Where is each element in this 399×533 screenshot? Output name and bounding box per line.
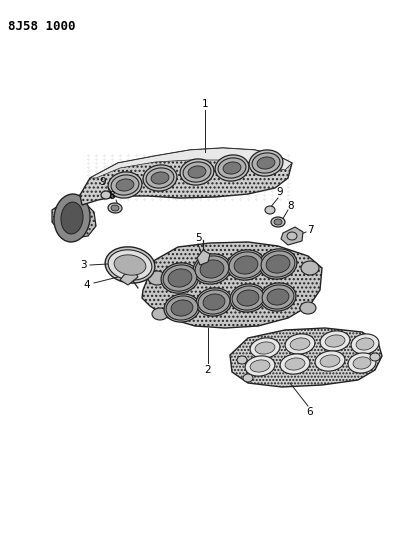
Text: 9: 9 xyxy=(277,187,283,197)
Ellipse shape xyxy=(200,260,224,278)
Polygon shape xyxy=(80,148,292,205)
Text: 1: 1 xyxy=(201,99,208,109)
Ellipse shape xyxy=(262,285,294,309)
Polygon shape xyxy=(197,250,210,265)
Ellipse shape xyxy=(285,334,315,354)
Ellipse shape xyxy=(280,354,310,374)
Text: 5: 5 xyxy=(195,233,201,243)
Text: 8: 8 xyxy=(288,201,294,211)
Ellipse shape xyxy=(237,290,259,306)
Ellipse shape xyxy=(111,205,119,211)
Ellipse shape xyxy=(287,232,297,240)
Ellipse shape xyxy=(101,191,111,199)
Ellipse shape xyxy=(353,357,371,369)
Ellipse shape xyxy=(290,338,310,350)
Ellipse shape xyxy=(108,203,122,213)
Ellipse shape xyxy=(195,256,229,282)
Ellipse shape xyxy=(325,335,345,347)
Ellipse shape xyxy=(227,250,265,280)
Ellipse shape xyxy=(180,159,214,185)
Ellipse shape xyxy=(108,250,152,280)
Polygon shape xyxy=(142,242,322,328)
Ellipse shape xyxy=(108,172,142,198)
Ellipse shape xyxy=(348,353,376,373)
Ellipse shape xyxy=(146,168,174,188)
Ellipse shape xyxy=(183,162,211,182)
Ellipse shape xyxy=(266,255,290,273)
Ellipse shape xyxy=(196,288,232,316)
Ellipse shape xyxy=(351,334,379,354)
Ellipse shape xyxy=(301,261,319,275)
Ellipse shape xyxy=(257,157,275,169)
Ellipse shape xyxy=(261,251,295,277)
Ellipse shape xyxy=(260,283,296,311)
Ellipse shape xyxy=(168,269,192,287)
Ellipse shape xyxy=(166,296,198,320)
Ellipse shape xyxy=(245,356,275,376)
Ellipse shape xyxy=(265,206,275,214)
Ellipse shape xyxy=(143,165,177,191)
Ellipse shape xyxy=(370,353,380,361)
Ellipse shape xyxy=(250,360,270,372)
Ellipse shape xyxy=(152,308,168,320)
Ellipse shape xyxy=(163,265,197,291)
Ellipse shape xyxy=(320,355,340,367)
Ellipse shape xyxy=(164,294,200,322)
Text: 8: 8 xyxy=(109,191,115,201)
Polygon shape xyxy=(52,195,96,238)
Ellipse shape xyxy=(229,252,263,278)
Ellipse shape xyxy=(151,172,169,184)
Ellipse shape xyxy=(218,158,246,178)
Ellipse shape xyxy=(111,175,139,195)
Ellipse shape xyxy=(315,351,345,371)
Ellipse shape xyxy=(356,338,374,350)
Ellipse shape xyxy=(198,290,230,314)
Ellipse shape xyxy=(320,331,350,351)
Ellipse shape xyxy=(252,153,280,173)
Polygon shape xyxy=(90,148,292,178)
Ellipse shape xyxy=(223,162,241,174)
Ellipse shape xyxy=(161,263,199,293)
Ellipse shape xyxy=(188,166,206,178)
Ellipse shape xyxy=(285,358,305,370)
Ellipse shape xyxy=(234,256,258,274)
Polygon shape xyxy=(281,227,303,245)
Text: 2: 2 xyxy=(205,365,211,375)
Ellipse shape xyxy=(203,294,225,310)
Ellipse shape xyxy=(255,342,275,354)
Text: 6: 6 xyxy=(307,407,313,417)
Text: 7: 7 xyxy=(307,225,313,235)
Ellipse shape xyxy=(249,150,283,176)
Text: 3: 3 xyxy=(80,260,86,270)
Ellipse shape xyxy=(237,356,247,364)
Ellipse shape xyxy=(271,217,285,227)
Ellipse shape xyxy=(267,289,289,305)
Text: 4: 4 xyxy=(84,280,90,290)
Ellipse shape xyxy=(105,247,155,283)
Ellipse shape xyxy=(232,286,264,310)
Polygon shape xyxy=(230,328,382,387)
Ellipse shape xyxy=(250,338,280,358)
Ellipse shape xyxy=(274,219,282,225)
Ellipse shape xyxy=(171,300,193,316)
Polygon shape xyxy=(120,270,138,285)
Ellipse shape xyxy=(116,179,134,191)
Text: 9: 9 xyxy=(100,177,106,187)
Ellipse shape xyxy=(54,194,90,242)
Ellipse shape xyxy=(300,302,316,314)
Ellipse shape xyxy=(243,374,253,382)
Text: 8J58 1000: 8J58 1000 xyxy=(8,20,75,33)
Ellipse shape xyxy=(114,255,146,275)
Ellipse shape xyxy=(215,155,249,181)
Ellipse shape xyxy=(61,202,83,234)
Ellipse shape xyxy=(259,249,297,279)
Ellipse shape xyxy=(148,271,166,285)
Ellipse shape xyxy=(193,254,231,284)
Ellipse shape xyxy=(230,284,266,312)
